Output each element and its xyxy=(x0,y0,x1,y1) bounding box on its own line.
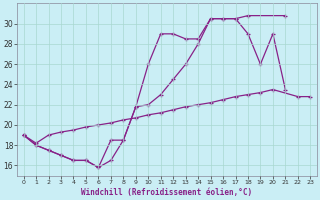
X-axis label: Windchill (Refroidissement éolien,°C): Windchill (Refroidissement éolien,°C) xyxy=(81,188,252,197)
